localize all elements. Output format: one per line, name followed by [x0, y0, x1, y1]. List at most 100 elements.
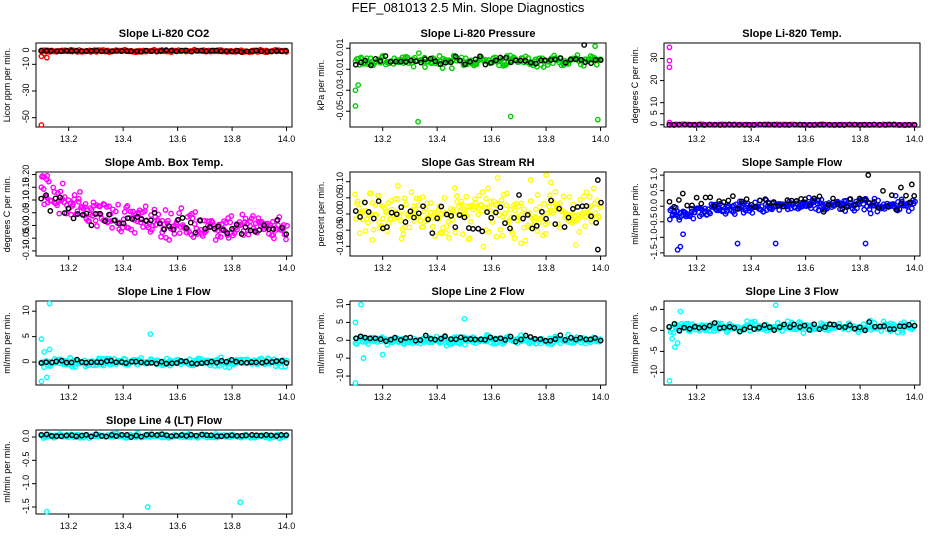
x-tick-label: 13.2 [688, 263, 706, 273]
data-point [522, 237, 529, 244]
data-point [166, 237, 173, 243]
data-point [71, 192, 78, 198]
data-point [270, 226, 277, 232]
series-selected [38, 356, 290, 367]
data-point [357, 214, 363, 220]
data-point [846, 121, 853, 128]
data-point [891, 326, 897, 333]
y-tick-label: -0.5 [21, 452, 31, 468]
data-point [422, 64, 428, 70]
y-axis-label: degrees C per min. [630, 47, 640, 124]
data-point [488, 59, 494, 66]
plot-frame [35, 171, 293, 257]
data-point [532, 214, 539, 220]
data-point [379, 351, 386, 358]
data-point [507, 333, 514, 340]
data-point [534, 228, 541, 235]
data-point [225, 235, 232, 241]
x-tick-label: 14.0 [592, 392, 610, 402]
data-point [771, 327, 778, 333]
data-point [725, 197, 732, 204]
data-point [52, 195, 59, 202]
data-point [407, 334, 414, 341]
x-tick-label: 13.4 [114, 134, 132, 144]
data-point [456, 212, 463, 218]
data-point [127, 208, 134, 215]
data-point [161, 226, 168, 233]
data-point [690, 215, 697, 222]
data-point [233, 221, 240, 228]
data-point [149, 222, 156, 229]
data-point [448, 336, 454, 343]
data-point [487, 334, 494, 341]
data-point [842, 324, 848, 331]
data-point [547, 209, 553, 215]
data-point [215, 223, 222, 230]
data-point [463, 193, 470, 200]
data-point [352, 380, 359, 386]
data-point [412, 58, 419, 65]
data-point [593, 61, 600, 68]
data-point [106, 211, 112, 218]
data-point [568, 334, 574, 341]
y-tick-label: -1.0 [649, 229, 659, 245]
data-point [134, 214, 141, 220]
data-point [434, 215, 441, 222]
data-point [472, 196, 478, 203]
data-point [811, 122, 818, 128]
y-tick-label: 0 [649, 327, 659, 332]
data-point [187, 219, 194, 226]
data-point [822, 324, 828, 331]
data-point [851, 121, 858, 128]
data-point [520, 206, 527, 213]
data-point [492, 54, 499, 61]
data-point [766, 324, 773, 331]
x-tick-label: 13.6 [797, 134, 815, 144]
x-tick-label: 13.2 [374, 134, 392, 144]
data-point [836, 324, 842, 330]
y-axis-label: ml/min per min. [630, 183, 640, 245]
data-point [504, 190, 510, 197]
data-point [124, 431, 130, 438]
data-point [392, 334, 398, 341]
chart-title: Slope Sample Flow [742, 157, 843, 169]
data-point [354, 198, 361, 205]
x-tick-label: 14.0 [592, 134, 610, 144]
data-point [131, 229, 138, 236]
data-point [741, 326, 748, 333]
data-point [470, 206, 476, 213]
data-point [283, 231, 290, 238]
data-point [88, 206, 95, 213]
data-point [427, 200, 434, 207]
x-tick-label: 14.0 [906, 392, 924, 402]
data-point [128, 434, 135, 440]
data-point [502, 210, 509, 217]
data-point [711, 121, 718, 128]
data-point [38, 47, 45, 54]
chart-title: Slope Gas Stream RH [421, 157, 534, 169]
data-point [666, 119, 673, 126]
data-point [749, 209, 756, 216]
data-point [224, 230, 231, 237]
data-point [401, 195, 408, 202]
data-point [671, 344, 678, 351]
data-point [578, 56, 584, 63]
data-point [173, 432, 180, 439]
data-point [580, 193, 587, 200]
data-point [856, 324, 863, 331]
y-axis-label: percent per min. [316, 181, 326, 246]
x-tick-label: 13.8 [223, 134, 241, 144]
data-point [762, 196, 769, 203]
x-tick-label: 13.8 [537, 263, 555, 273]
data-point [43, 192, 49, 199]
data-point [83, 210, 90, 217]
data-point [438, 335, 444, 342]
y-tick-label: -30 [21, 83, 31, 96]
data-point [138, 359, 145, 366]
data-point [352, 87, 359, 94]
chart-title: Slope Line 3 Flow [746, 286, 839, 298]
data-point [420, 223, 426, 230]
data-point [450, 206, 457, 213]
data-point [472, 336, 479, 343]
